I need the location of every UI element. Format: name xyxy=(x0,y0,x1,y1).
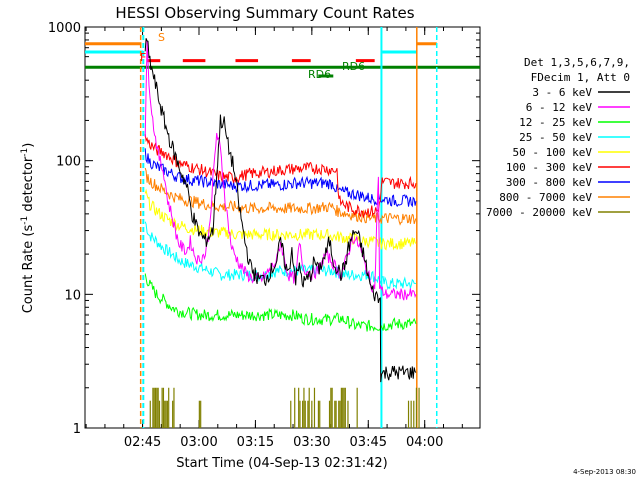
x-tick-label-5: 04:00 xyxy=(406,435,443,450)
legend-label-3: 25 - 50 keV xyxy=(519,131,592,144)
burst-layer xyxy=(149,387,420,428)
y-axis-label-sup2: -1 xyxy=(20,148,30,157)
series-line-5 xyxy=(144,134,417,219)
x-tick-label-0: 02:45 xyxy=(124,435,161,450)
series-line-7 xyxy=(144,167,417,226)
flag-layer xyxy=(85,27,480,428)
y-tick-label-0: 1 xyxy=(73,422,81,437)
series-line-0 xyxy=(144,38,417,383)
flag-label-f: F xyxy=(140,51,146,64)
legend-label-6: 300 - 800 keV xyxy=(506,176,592,189)
x-axis-label: Start Time (04-Sep-13 02:31:42) xyxy=(176,456,387,471)
tick-layer: 1 10 100 1000 02:45 03:00 03:15 03:30 03:45 04:00 xyxy=(48,21,480,450)
series-line-2 xyxy=(144,273,417,332)
legend-header-2: FDecim 1, Att 0 xyxy=(531,71,630,84)
x-tick-label-2: 03:15 xyxy=(237,435,274,450)
flag-label-rd6-top: RD6 xyxy=(342,60,365,73)
series-line-4 xyxy=(144,188,417,251)
series-line-3 xyxy=(144,221,417,290)
legend-label-5: 100 - 300 keV xyxy=(506,161,592,174)
legend-label-0: 3 - 6 keV xyxy=(532,86,592,99)
y-axis-label-mid: detector xyxy=(21,156,36,216)
y-axis-label-sup1: -1 xyxy=(20,216,30,225)
plot-frame xyxy=(84,26,481,429)
legend-label-8: 7000 - 20000 keV xyxy=(486,206,592,219)
series-layer xyxy=(144,38,417,383)
y-tick-label-3: 1000 xyxy=(48,21,81,36)
y-tick-label-1: 10 xyxy=(64,288,81,303)
series-line-6 xyxy=(144,148,417,208)
x-tick-label-3: 03:30 xyxy=(293,435,330,450)
y-axis-label-post: ) xyxy=(21,143,36,148)
x-tick-label-1: 03:00 xyxy=(180,435,217,450)
generated-timestamp: 4-Sep-2013 08:30 xyxy=(573,468,636,476)
x-tick-label-4: 03:45 xyxy=(350,435,387,450)
chart-title: HESSI Observing Summary Count Rates xyxy=(115,4,414,22)
flag-label-rd6-mid: RD6 xyxy=(308,68,331,81)
legend-label-7: 800 - 7000 keV xyxy=(499,191,592,204)
y-axis-label: Count Rate (s-1 detector-1) xyxy=(20,143,36,314)
flag-label-s: S xyxy=(158,31,165,44)
legend: Det 1,3,5,6,7,9, FDecim 1, Att 0 3 - 6 k… xyxy=(486,56,630,219)
legend-label-2: 12 - 25 keV xyxy=(519,116,592,129)
legend-header-1: Det 1,3,5,6,7,9, xyxy=(524,56,630,69)
y-tick-label-2: 100 xyxy=(56,155,81,170)
y-axis-label-pre: Count Rate (s xyxy=(21,225,36,314)
legend-label-1: 6 - 12 keV xyxy=(526,101,593,114)
legend-label-4: 50 - 100 keV xyxy=(513,146,593,159)
